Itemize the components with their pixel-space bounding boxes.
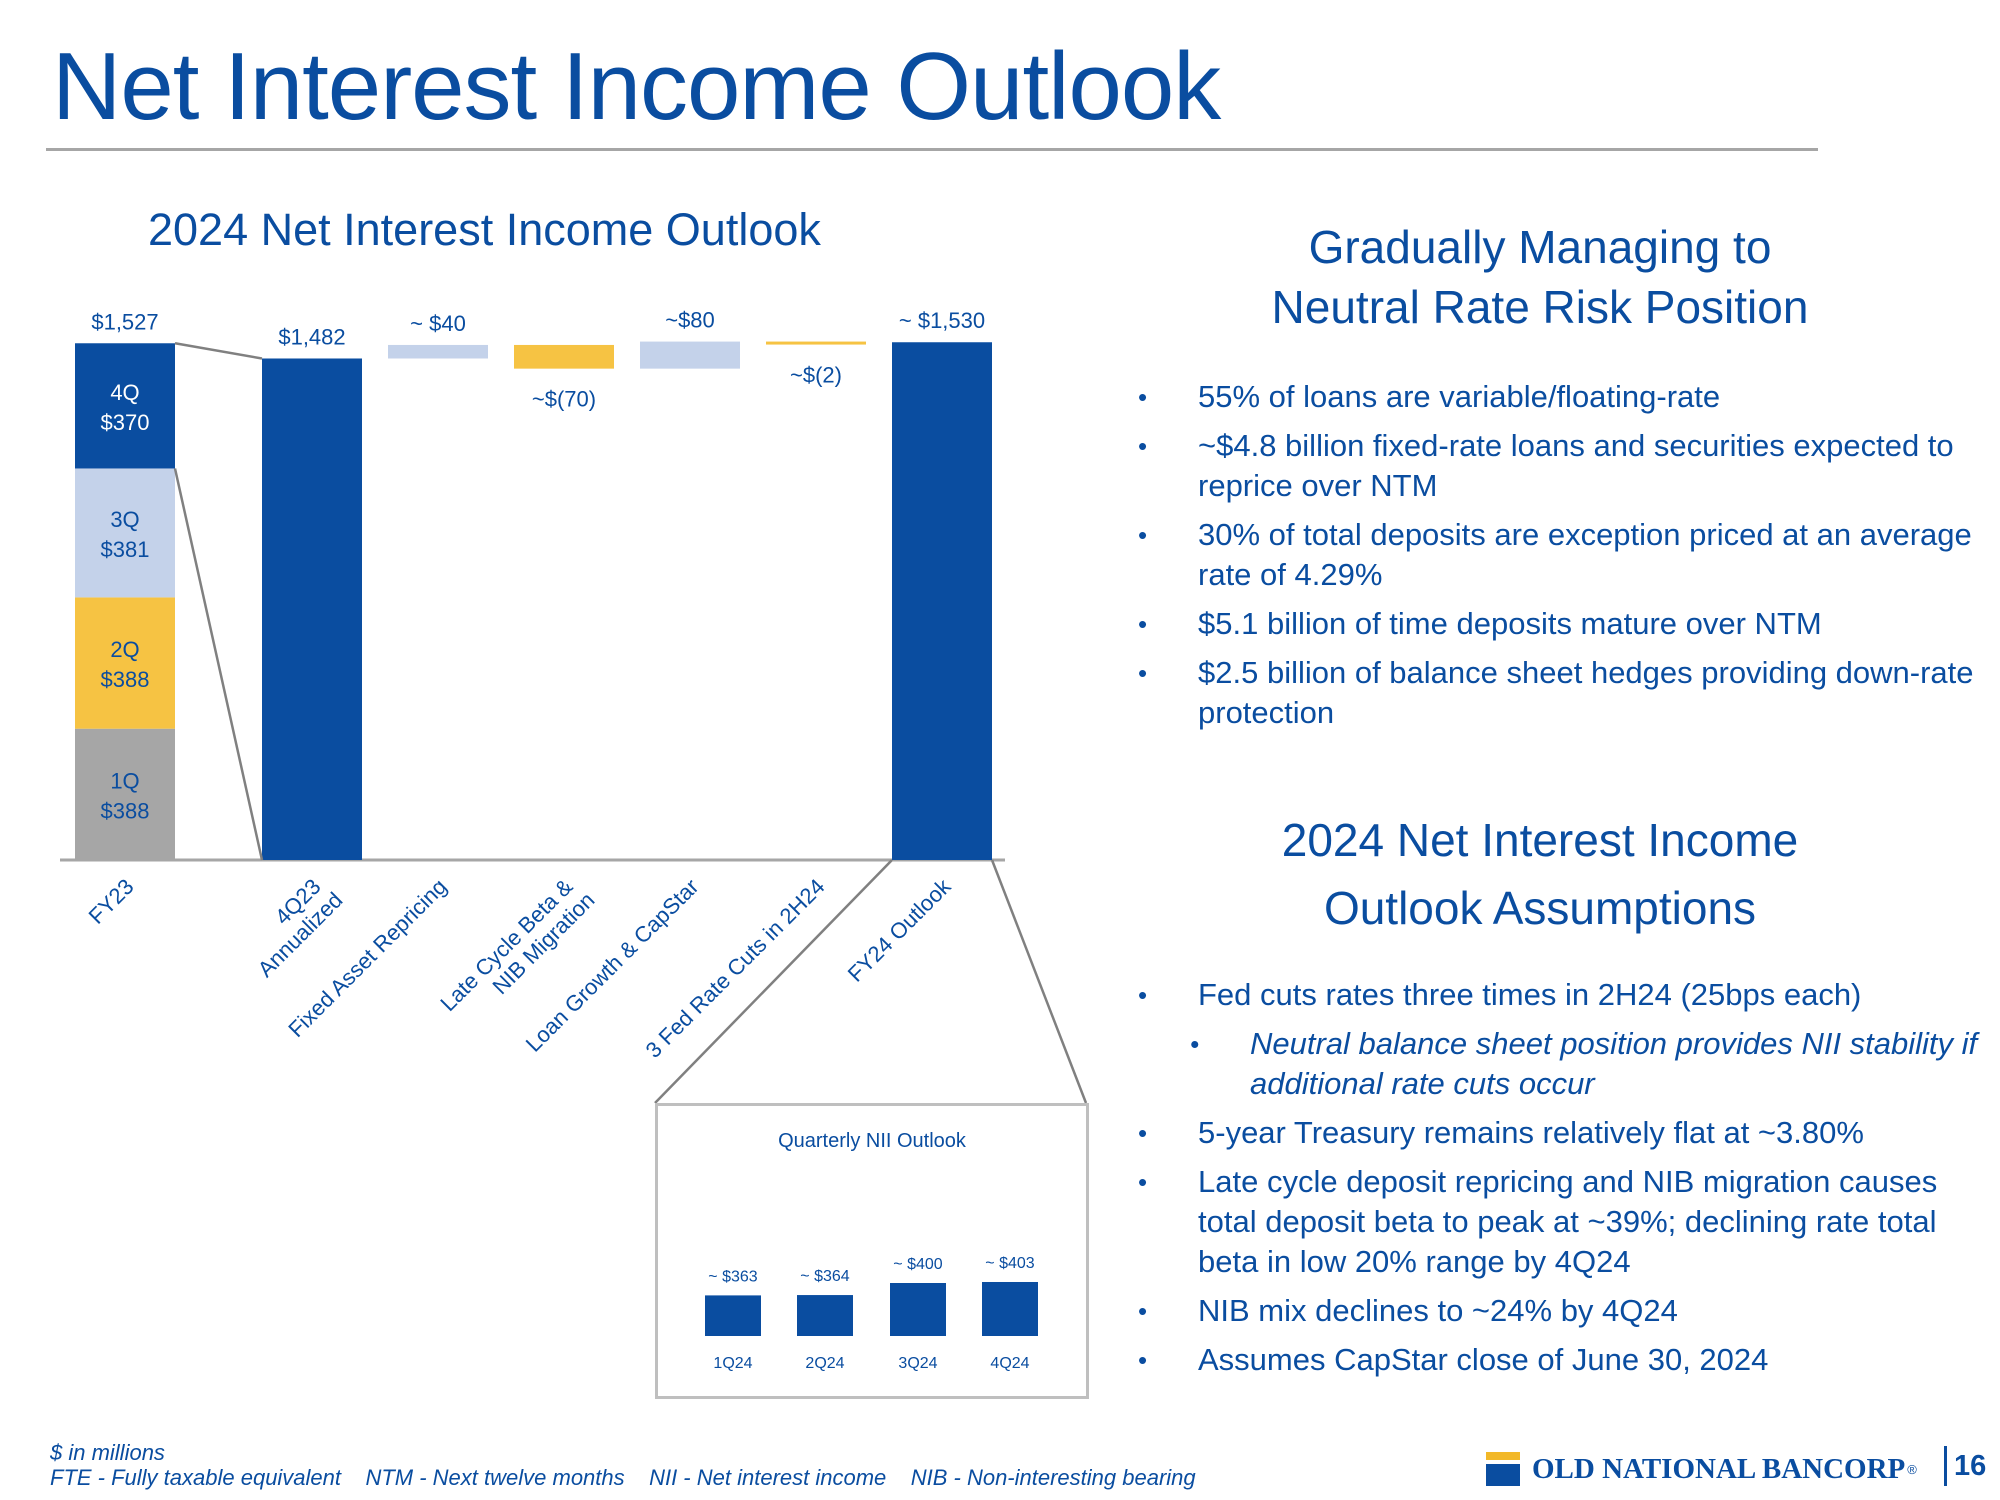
category-label: 4Q23Annualized [235,870,347,982]
fy23-segment-4q [75,343,175,469]
registered-mark: ® [1907,1461,1917,1477]
bar-1 [262,358,362,860]
risk-position-heading: Gradually Managing to Neutral Rate Risk … [1271,221,1809,333]
fy23-segment-label: 2Q [110,637,139,662]
bar-value-label: ~$(2) [790,363,842,388]
category-label-line: FY23 [84,874,139,929]
quarter-bar-value: ~ $364 [800,1268,849,1285]
list-item: 5-year Treasury remains relatively flat … [1138,1113,1998,1153]
list-item: Late cycle deposit repricing and NIB mig… [1138,1162,1998,1282]
bar-value-label: $1,482 [278,324,345,349]
bar-value-label: ~ $40 [410,311,466,336]
waterfall-chart-title: 2024 Net Interest Income Outlook [148,204,821,255]
quarter-bar [797,1295,853,1336]
bar-2 [388,344,488,359]
bar-5 [766,341,866,345]
fy23-segment-value: $381 [101,537,150,562]
fy23-segment-label: 4Q [110,380,139,405]
inset-chart-title: Quarterly NII Outlook [778,1130,966,1152]
quarter-tick-label: 3Q24 [898,1355,937,1372]
page-number: 16 [1954,1450,1987,1482]
footnote-abbreviations: FTE - Fully taxable equivalent NTM - Nex… [50,1465,1196,1490]
category-label-line: FY24 Outlook [843,873,957,987]
quarter-bar-value: ~ $403 [985,1255,1034,1272]
fy23-segment-2q [75,597,175,729]
list-item: $5.1 billion of time deposits mature ove… [1138,604,1998,644]
bar-value-label: ~$(70) [532,387,596,412]
list-item: ~$4.8 billion fixed-rate loans and secur… [1138,426,1998,506]
list-item: $2.5 billion of balance sheet hedges pro… [1138,653,1998,733]
category-label: FY23 [84,874,139,929]
category-label: FY24 Outlook [843,873,957,987]
fy23-segment-3q [75,468,175,598]
bar-3 [514,344,614,369]
connector-line-bottom [173,468,264,861]
zoom-line-right [990,859,1088,1104]
quarter-bar-value: ~ $400 [893,1256,942,1273]
quarter-bar [890,1283,946,1336]
bar-value-label: ~$80 [665,308,715,333]
assumptions-heading: 2024 Net Interest Income Outlook Assumpt… [1281,814,1799,934]
bar-4 [640,341,740,369]
fy23-segment-1q [75,728,175,860]
list-item-sub: Neutral balance sheet position provides … [1138,1024,1998,1104]
list-item: 55% of loans are variable/floating-rate [1138,377,1998,417]
brand-mark-icon [1486,1452,1520,1486]
quarter-tick-label: 1Q24 [713,1355,752,1372]
fy23-segment-label: 1Q [110,768,139,793]
connector-line-top [174,342,263,360]
quarter-bar [982,1281,1038,1336]
list-item: Fed cuts rates three times in 2H24 (25bp… [1138,975,1998,1015]
list-item: 30% of total deposits are exception pric… [1138,515,1998,595]
quarter-tick-label: 4Q24 [990,1355,1029,1372]
quarterly-nii-chart: ~ $363 1Q24 ~ $364 2Q24 ~ $400 3Q24 ~ $403 4Q24 [705,1255,1038,1372]
list-item: Assumes CapStar close of June 30, 2024 [1138,1340,1998,1380]
brand-name: OLD NATIONAL BANCORP [1532,1452,1906,1485]
waterfall-chart: 1Q $388 2Q $388 3Q $381 4Q $370 $1,527 $1,482 ~ $4… [60,308,1088,1104]
quarter-bar-value: ~ $363 [708,1268,757,1285]
risk-position-bullets: 55% of loans are variable/floating-rate … [1138,377,1998,742]
page-number-divider [1944,1446,1947,1486]
bar-value-label: ~ $1,530 [899,308,985,333]
bar-value-label: $1,527 [91,309,158,334]
fy23-segment-label: 3Q [110,507,139,532]
quarterly-nii-inset: Quarterly NII Outlook ~ $363 1Q24 ~ $364 2Q… [655,1103,1089,1399]
footnote-units: $ in millions [50,1440,165,1465]
fy23-segment-value: $388 [101,798,150,823]
fy23-segment-value: $370 [101,410,150,435]
zoom-line-left [654,859,893,1104]
bar-6 [892,342,992,860]
list-item: NIB mix declines to ~24% by 4Q24 [1138,1291,1998,1331]
page-title: Net Interest Income Outlook [52,33,1221,140]
quarter-tick-label: 2Q24 [805,1355,844,1372]
quarter-bar [705,1295,761,1336]
title-divider [46,148,1818,151]
brand-logo: OLD NATIONAL BANCORP ® [1486,1449,1917,1489]
fy23-segment-value: $388 [101,667,150,692]
assumptions-bullets: Fed cuts rates three times in 2H24 (25bp… [1138,975,1998,1389]
